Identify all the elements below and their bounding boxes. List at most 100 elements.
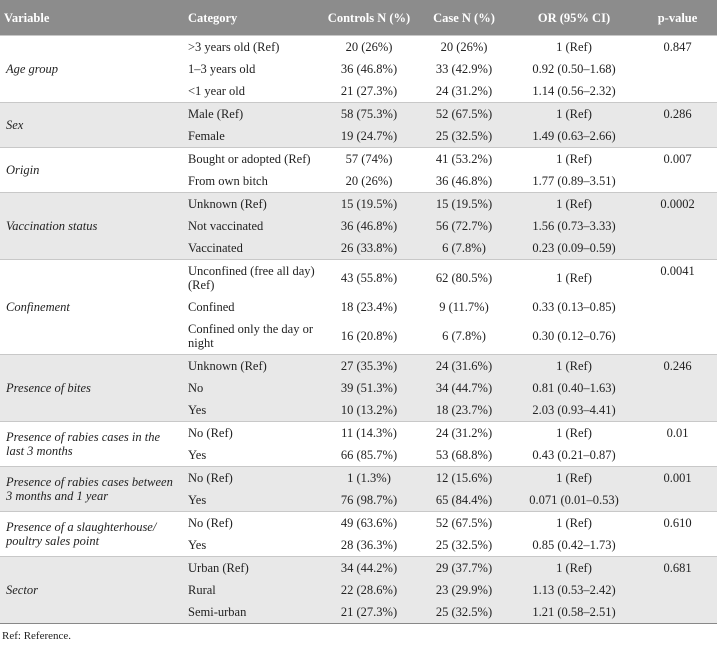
value-cell: 25 (32.5%) xyxy=(418,125,510,148)
variable-cell: Age group xyxy=(0,35,184,103)
value-cell: 12 (15.6%) xyxy=(418,466,510,489)
value-cell: 52 (67.5%) xyxy=(418,511,510,534)
table-row: Vaccination status Unknown (Ref) 15 (19.5%… xyxy=(0,192,717,260)
value-cell: 18 (23.7%) xyxy=(418,399,510,422)
value-cell: 6 (7.8%) xyxy=(418,237,510,260)
value-cell: 66 (85.7%) xyxy=(340,448,398,462)
header-cell: Controls N (%) xyxy=(320,0,418,36)
p-value-cell: 0.0041 xyxy=(638,259,717,355)
category-cell: Yes xyxy=(188,538,207,552)
footnote: Ref: Reference. xyxy=(2,630,72,642)
value-cell: 29 (37.7%) xyxy=(418,556,510,579)
value-cell: 0.33 (0.13–0.85) xyxy=(532,300,616,314)
variable-cell: Presence of rabies cases in the last 3 m… xyxy=(0,421,184,467)
p-value-cell: 0.001 xyxy=(638,466,717,512)
value-cell: 21 (27.3%) xyxy=(340,84,398,98)
value-cell: 53 (68.8%) xyxy=(435,448,493,462)
category-cell: No (Ref) xyxy=(184,511,320,534)
header-cell: OR (95% CI) xyxy=(510,0,638,36)
value-cell: 36 (46.8%) xyxy=(435,174,493,188)
table-row: From own bitch 20 (26%) 36 (46.8%) 1.77 (0.… xyxy=(0,170,717,193)
p-value-cell: 0.847 xyxy=(638,35,717,103)
header-cell: p-value xyxy=(638,0,717,36)
value-cell: 1 (Ref) xyxy=(510,192,638,215)
table: Variable Category Controls N (%) Case N … xyxy=(0,0,717,624)
value-cell: 1 (Ref) xyxy=(510,466,638,489)
table-row: Yes 10 (13.2%) 18 (23.7%) 2.03 (0.93–4.41) xyxy=(0,399,717,422)
value-cell: 1.56 (0.73–3.33) xyxy=(510,215,638,237)
table-row: Yes 76 (98.7%) 65 (84.4%) 0.071 (0.01–0.53) xyxy=(0,489,717,512)
value-cell: 43 (55.8%) xyxy=(320,259,418,296)
value-cell: 22 (28.6%) xyxy=(320,579,418,601)
value-cell: 0.92 (0.50–1.68) xyxy=(532,62,616,76)
header-cell: Variable xyxy=(0,0,184,36)
category-cell: <1 year old xyxy=(188,84,246,98)
value-cell: 1 (Ref) xyxy=(510,421,638,444)
value-cell: 28 (36.3%) xyxy=(340,538,398,552)
value-cell: 1 (Ref) xyxy=(510,259,638,296)
value-cell: 16 (20.8%) xyxy=(340,329,398,343)
value-cell: 1.49 (0.63–2.66) xyxy=(510,125,638,148)
category-cell: Confined only the day or night xyxy=(188,322,313,350)
table-row: Presence of rabies cases between 3 month… xyxy=(0,466,717,512)
value-cell: 1 (Ref) xyxy=(510,102,638,125)
value-cell: 0.30 (0.12–0.76) xyxy=(532,329,616,343)
value-cell: 25 (32.5%) xyxy=(435,538,493,552)
value-cell: 25 (32.5%) xyxy=(418,601,510,624)
table-row: Yes 28 (36.3%) 25 (32.5%) 0.85 (0.42–1.73) xyxy=(0,534,717,557)
value-cell: 49 (63.6%) xyxy=(320,511,418,534)
variable-cell: Sex xyxy=(0,102,184,148)
category-cell: Not vaccinated xyxy=(184,215,320,237)
value-cell: 10 (13.2%) xyxy=(320,399,418,422)
value-cell: 27 (35.3%) xyxy=(320,354,418,377)
category-cell: Unknown (Ref) xyxy=(184,354,320,377)
value-cell: 0.071 (0.01–0.53) xyxy=(510,489,638,512)
header-cell: Case N (%) xyxy=(418,0,510,36)
table-row: Rural 22 (28.6%) 23 (29.9%) 1.13 (0.53–2.42… xyxy=(0,579,717,601)
category-cell: Vaccinated xyxy=(184,237,320,260)
category-cell: Confined xyxy=(188,300,235,314)
value-cell: 18 (23.4%) xyxy=(340,300,398,314)
value-cell: 20 (26%) xyxy=(345,174,393,188)
p-value-cell: 0.286 xyxy=(638,102,717,148)
value-cell: 62 (80.5%) xyxy=(418,259,510,296)
value-cell: 36 (46.8%) xyxy=(320,215,418,237)
table-row: Semi-urban 21 (27.3%) 25 (32.5%) 1.21 (0.58… xyxy=(0,601,717,624)
value-cell: 23 (29.9%) xyxy=(418,579,510,601)
value-cell: 9 (11.7%) xyxy=(439,300,489,314)
value-cell: 1 (Ref) xyxy=(510,147,638,170)
value-cell: 20 (26%) xyxy=(320,35,418,58)
p-value-cell: 0.610 xyxy=(638,511,717,557)
table-row: Presence of rabies cases in the last 3 m… xyxy=(0,421,717,467)
p-value-cell: 0.01 xyxy=(638,421,717,467)
value-cell: 0.43 (0.21–0.87) xyxy=(532,448,616,462)
table-row: No 39 (51.3%) 34 (44.7%) 0.81 (0.40–1.63) xyxy=(0,377,717,399)
category-cell: Yes xyxy=(188,448,207,462)
header-row: Variable Category Controls N (%) Case N … xyxy=(0,0,717,36)
table-body: Age group >3 years old (Ref) 20 (26%) 20 (2… xyxy=(0,35,717,624)
table-row: Confined only the day or night 16 (20.8%)… xyxy=(0,318,717,355)
table-row: Confined 18 (23.4%) 9 (11.7%) 0.33 (0.13–0.… xyxy=(0,296,717,318)
value-cell: 1.13 (0.53–2.42) xyxy=(510,579,638,601)
variable-cell: Vaccination status xyxy=(0,192,184,260)
table-row: Confinement Unconfined (free all day) (Re… xyxy=(0,259,717,355)
table-row: <1 year old 21 (27.3%) 24 (31.2%) 1.14 (0.5… xyxy=(0,80,717,103)
value-cell: 1 (Ref) xyxy=(510,511,638,534)
p-value-cell: 0.681 xyxy=(638,556,717,624)
table-row: Vaccinated 26 (33.8%) 6 (7.8%) 0.23 (0.09–0… xyxy=(0,237,717,260)
value-cell: 24 (31.2%) xyxy=(418,421,510,444)
variable-cell: Presence of rabies cases between 3 month… xyxy=(0,466,184,512)
value-cell: 57 (74%) xyxy=(320,147,418,170)
table-row: Presence of bites Unknown (Ref) 27 (35.3%)… xyxy=(0,354,717,422)
table-row: Age group >3 years old (Ref) 20 (26%) 20 (2… xyxy=(0,35,717,103)
value-cell: 56 (72.7%) xyxy=(418,215,510,237)
value-cell: 36 (46.8%) xyxy=(340,62,398,76)
variable-cell: Sector xyxy=(0,556,184,624)
table-row: Presence of a slaughterhouse/ poultry sa… xyxy=(0,511,717,557)
category-cell: From own bitch xyxy=(188,174,268,188)
value-cell: 1.14 (0.56–2.32) xyxy=(532,84,616,98)
value-cell: 0.81 (0.40–1.63) xyxy=(510,377,638,399)
value-cell: 1 (1.3%) xyxy=(320,466,418,489)
variable-cell: Presence of a slaughterhouse/ poultry sa… xyxy=(0,511,184,557)
